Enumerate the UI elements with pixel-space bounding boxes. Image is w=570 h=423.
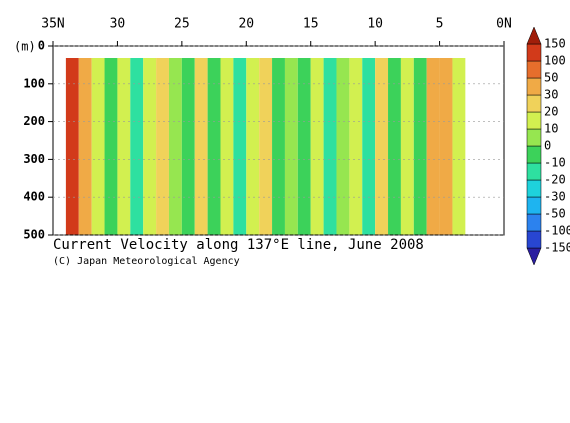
colorbar-box [526, 145, 542, 164]
velocity-strip [233, 58, 247, 235]
x-tick-label: 20 [238, 17, 254, 32]
colorbar-label: 150 [544, 37, 566, 51]
colorbar-box [526, 213, 542, 232]
velocity-strip [362, 58, 376, 235]
x-tick-label: 15 [303, 17, 319, 32]
y-tick-label: 500 [23, 228, 45, 242]
colorbar-end [526, 26, 542, 45]
colorbar-label: 0 [544, 139, 551, 153]
colorbar-box [526, 128, 542, 147]
velocity-strip [297, 58, 311, 235]
colorbar-label: -50 [544, 207, 566, 221]
velocity-strip [400, 58, 414, 235]
colorbar-label: 10 [544, 122, 558, 136]
x-tick-label: 25 [174, 17, 190, 32]
y-tick-label: 100 [23, 76, 45, 90]
y-tick-label: 400 [23, 190, 45, 204]
velocity-strip [181, 58, 195, 235]
velocity-strip [310, 58, 324, 235]
velocity-strip [65, 58, 79, 235]
velocity-strip [143, 58, 157, 235]
colorbar-label: 20 [544, 105, 558, 119]
colorbar-box [526, 230, 542, 249]
colorbar-label: -100 [544, 224, 570, 238]
velocity-strip [220, 58, 234, 235]
chart-title: Current Velocity along 137°E line, June … [53, 237, 424, 253]
velocity-strip [375, 58, 389, 235]
x-tick-label: 30 [110, 17, 126, 32]
x-tick-label: 35N [41, 17, 64, 32]
colorbar-label: -30 [544, 190, 566, 204]
velocity-strip [117, 58, 131, 235]
x-tick-label: 0N [496, 17, 512, 32]
velocity-strip [168, 58, 182, 235]
colorbar-box [526, 179, 542, 198]
colorbar-box [526, 43, 542, 62]
colorbar-box [526, 111, 542, 130]
velocity-strip [284, 58, 298, 235]
colorbar-box [526, 162, 542, 181]
chart-subtitle: (C) Japan Meteorological Agency [53, 256, 240, 267]
colorbar-box [526, 94, 542, 113]
velocity-strip [104, 58, 118, 235]
colorbar-box [526, 77, 542, 96]
y-tick-label: 300 [23, 152, 45, 166]
velocity-strip [388, 58, 401, 235]
velocity-strip [413, 58, 427, 235]
colorbar-box [526, 60, 542, 79]
velocity-strip [426, 58, 440, 235]
velocity-strip [259, 58, 273, 235]
colorbar-label: -20 [544, 173, 566, 187]
y-tick-label: 0 [38, 39, 45, 53]
velocity-strip [91, 58, 105, 235]
colorbar-box [526, 196, 542, 215]
velocity-strip [194, 58, 208, 235]
velocity-strip [439, 58, 453, 235]
velocity-strip [130, 58, 144, 235]
velocity-strip [272, 58, 285, 235]
colorbar-end [526, 247, 542, 266]
colorbar-label: 100 [544, 54, 566, 68]
y-axis-label: (m) [14, 40, 36, 54]
velocity-strip [349, 58, 363, 235]
x-tick-label: 10 [367, 17, 383, 32]
velocity-strip [452, 58, 466, 235]
colorbar-label: 30 [544, 88, 558, 102]
velocity-strip [78, 58, 92, 235]
colorbar-label: -10 [544, 156, 566, 170]
velocity-strip [246, 58, 260, 235]
y-tick-label: 200 [23, 114, 45, 128]
velocity-strip [207, 58, 221, 235]
velocity-strip [156, 58, 169, 235]
velocity-strip [336, 58, 350, 235]
x-tick-label: 5 [436, 17, 444, 32]
colorbar-label: -150 [544, 241, 570, 255]
colorbar-label: 50 [544, 71, 558, 85]
velocity-strip [323, 58, 337, 235]
